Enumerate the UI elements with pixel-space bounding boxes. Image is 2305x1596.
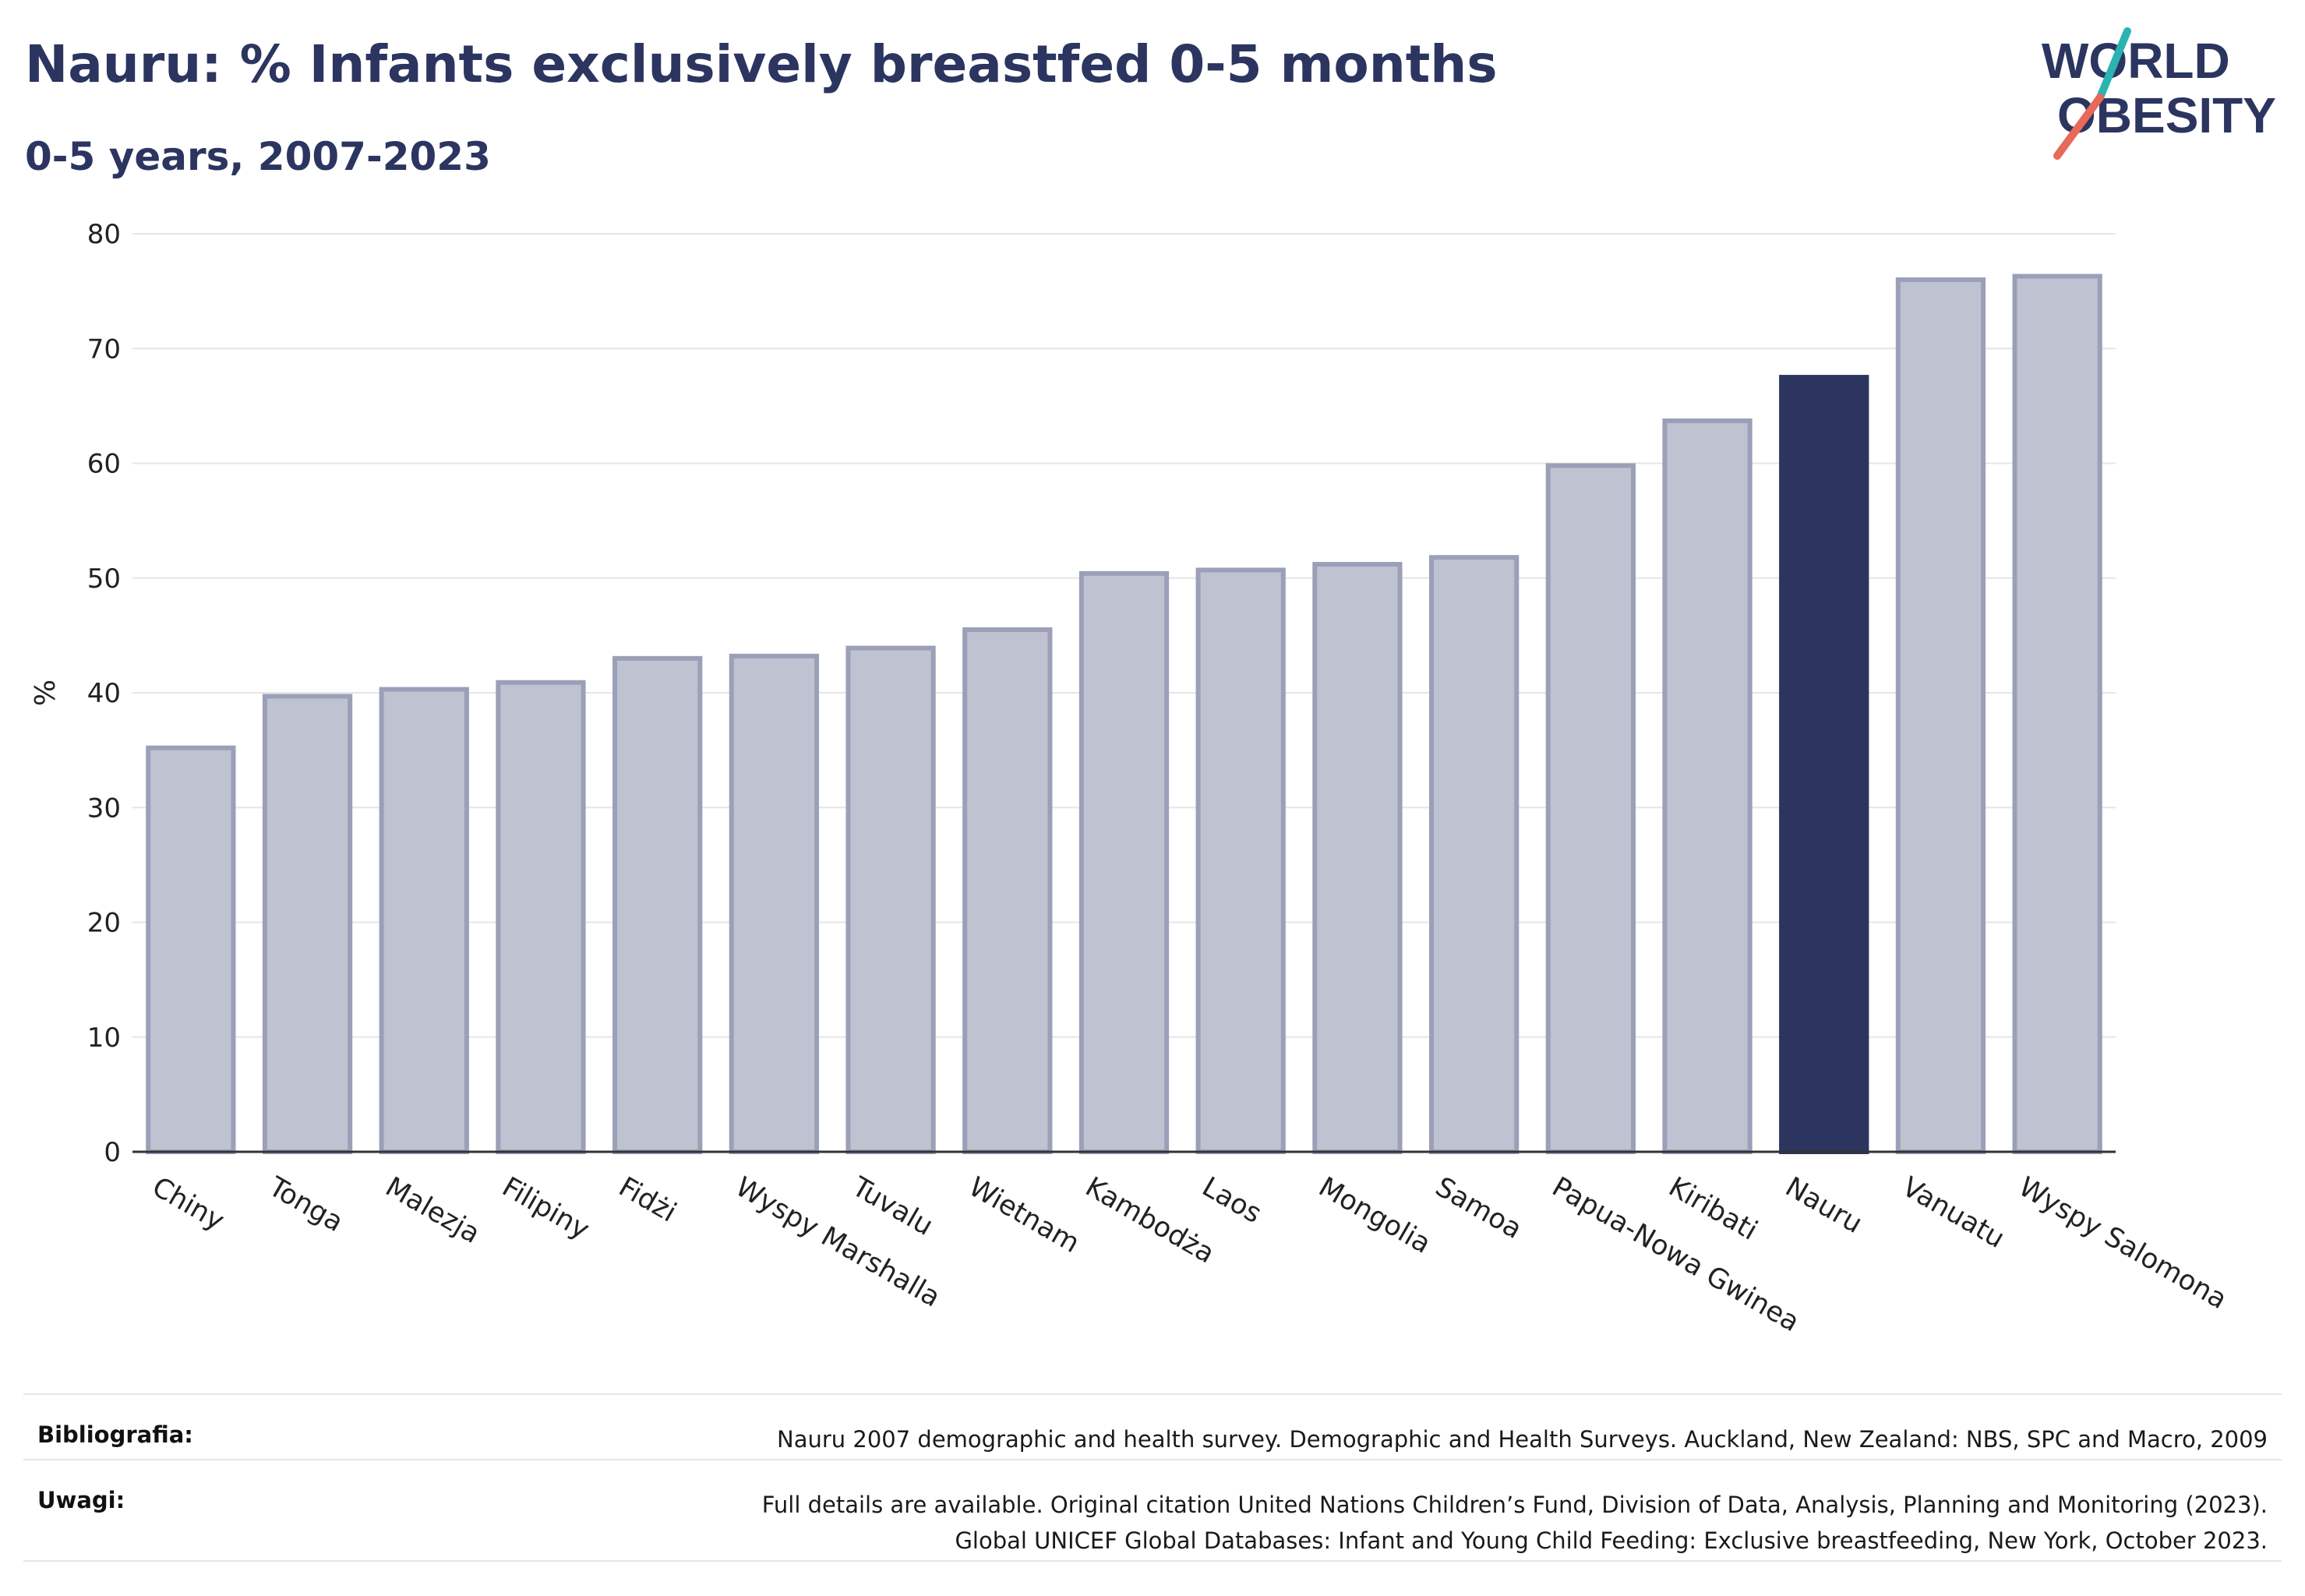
x-tick-label: Laos	[1197, 1171, 1267, 1230]
x-tick-label: Kambodża	[1080, 1171, 1220, 1269]
notes-line-2: Global UNICEF Global Databases: Infant a…	[955, 1527, 2268, 1554]
bar-filipiny	[496, 680, 586, 1154]
x-tick-label: Wyspy Salomona	[2014, 1171, 2233, 1315]
bar-wyspy-salomona	[2012, 274, 2102, 1154]
bar-malezja	[379, 687, 469, 1154]
bars	[146, 274, 2102, 1154]
notes-line-1: Full details are available. Original cit…	[761, 1492, 2268, 1518]
logo-line1: WORLD	[2042, 33, 2230, 89]
notes-text: Full details are available. Original cit…	[762, 1487, 2268, 1559]
x-tick-labels: Chiny Tonga Malezja Filipiny Fidżi Wyspy Mars…	[146, 1171, 2232, 1339]
notes-label: Uwagi:	[37, 1487, 125, 1513]
y-tick-labels: 0 10 20 30 40 50 60 70 80	[87, 219, 121, 1168]
chart-title: Nauru: % Infants exclusively breastfed 0…	[25, 34, 1498, 94]
bar-kiribati	[1662, 418, 1753, 1154]
world-obesity-logo: WORLD OBESITY	[2042, 27, 2276, 160]
y-tick-label: 80	[87, 219, 121, 250]
bibliography-text: Nauru 2007 demographic and health survey…	[777, 1426, 2268, 1453]
x-tick-label: Vanuatu	[1897, 1171, 2010, 1255]
bar-wyspy-marshalla	[729, 653, 820, 1154]
y-tick-label: 50	[87, 563, 121, 595]
bar-wietnam	[962, 627, 1053, 1154]
y-axis-label: %	[30, 680, 62, 706]
bar-chart: 0 10 20 30 40 50 60 70 80 Chiny Tonga Malezja Filip…	[30, 219, 2232, 1339]
bar-tonga	[262, 694, 353, 1154]
x-tick-label: Wietnam	[963, 1171, 1085, 1259]
logo-slash-teal	[2096, 27, 2131, 101]
y-tick-label: 30	[87, 793, 121, 824]
bibliography-label: Bibliografia:	[37, 1421, 193, 1448]
x-tick-label: Samoa	[1430, 1171, 1527, 1245]
x-tick-label: Mongolia	[1313, 1171, 1435, 1260]
y-tick-label: 60	[87, 449, 121, 480]
x-tick-label: Wyspy Marshalla	[730, 1171, 945, 1314]
y-tick-label: 10	[87, 1022, 121, 1054]
y-tick-label: 40	[87, 678, 121, 709]
x-tick-label: Tonga	[263, 1171, 348, 1238]
bar-vanuatu	[1895, 277, 1986, 1154]
x-tick-label: Filipiny	[496, 1171, 594, 1245]
logo-slash-red	[2053, 94, 2104, 160]
y-tick-label: 70	[87, 334, 121, 365]
bar-mongolia	[1312, 562, 1403, 1154]
footer-bibliography-row: Bibliografia: Nauru 2007 demographic and…	[23, 1393, 2282, 1460]
logo-line2: OBESITY	[2057, 87, 2276, 143]
x-tick-label: Kiribati	[1664, 1171, 1763, 1247]
footer-notes-row: Uwagi: Full details are available. Origi…	[23, 1459, 2282, 1562]
bar-chiny	[146, 745, 236, 1154]
bar-papua-nowa-gwinea	[1545, 463, 1636, 1154]
bar-samoa	[1428, 555, 1520, 1154]
bar-tuvalu	[845, 645, 936, 1154]
bar-kambodża	[1078, 570, 1170, 1154]
chart-subtitle: 0-5 years, 2007-2023	[25, 134, 491, 179]
footer: Bibliografia: Nauru 2007 demographic and…	[23, 1393, 2282, 1562]
x-tick-label: Fidżi	[613, 1171, 681, 1228]
y-tick-label: 0	[104, 1137, 121, 1168]
x-tick-label: Nauru	[1780, 1171, 1867, 1240]
x-tick-label: Chiny	[146, 1171, 229, 1237]
x-tick-label: Tuvalu	[846, 1171, 938, 1242]
bar-laos	[1195, 567, 1286, 1154]
bar-fidżi	[612, 655, 703, 1154]
x-tick-label: Malezja	[380, 1171, 485, 1250]
y-tick-label: 20	[87, 908, 121, 939]
bar-nauru	[1779, 375, 1869, 1154]
